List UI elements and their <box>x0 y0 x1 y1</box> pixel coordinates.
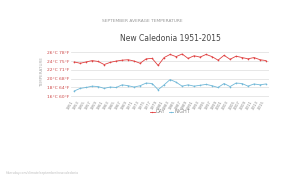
NIGHT <box>132 86 136 88</box>
NIGHT <box>103 87 106 89</box>
DAY <box>252 56 256 59</box>
DAY <box>180 53 184 55</box>
DAY <box>204 53 208 56</box>
DAY <box>210 56 214 58</box>
Line: NIGHT: NIGHT <box>73 79 267 92</box>
DAY <box>168 53 172 56</box>
NIGHT <box>91 85 94 87</box>
DAY <box>216 59 220 61</box>
DAY <box>72 61 76 63</box>
DAY <box>138 62 142 64</box>
NIGHT <box>162 84 166 86</box>
DAY <box>199 56 202 58</box>
DAY <box>151 57 154 59</box>
NIGHT <box>199 84 202 86</box>
NIGHT <box>85 86 88 88</box>
DAY <box>114 60 118 62</box>
NIGHT <box>108 86 112 88</box>
NIGHT <box>258 84 262 86</box>
NIGHT <box>120 84 124 86</box>
NIGHT <box>174 81 178 83</box>
DAY <box>258 59 262 61</box>
DAY <box>186 57 190 59</box>
DAY <box>156 64 160 67</box>
DAY <box>85 61 88 63</box>
DAY <box>103 64 106 66</box>
NIGHT <box>72 90 76 92</box>
NIGHT <box>222 82 226 85</box>
NIGHT <box>210 85 214 87</box>
NIGHT <box>114 86 118 88</box>
NIGHT <box>234 82 238 84</box>
NIGHT <box>126 85 130 87</box>
DAY <box>132 60 136 62</box>
DAY <box>240 56 244 59</box>
DAY <box>192 55 196 57</box>
Title: New Caledonia 1951-2015: New Caledonia 1951-2015 <box>120 35 221 44</box>
NIGHT <box>186 84 190 86</box>
DAY <box>246 58 250 60</box>
Y-axis label: TEMPERATURE: TEMPERATURE <box>41 57 45 87</box>
NIGHT <box>246 85 250 87</box>
DAY <box>97 60 100 62</box>
DAY <box>234 55 238 57</box>
NIGHT <box>192 85 196 87</box>
Text: SEPTEMBER AVERAGE TEMPERATURE: SEPTEMBER AVERAGE TEMPERATURE <box>102 19 182 23</box>
NIGHT <box>216 86 220 88</box>
NIGHT <box>78 87 82 89</box>
DAY <box>222 54 226 56</box>
Legend: DAY, NIGHT: DAY, NIGHT <box>148 107 193 116</box>
NIGHT <box>156 89 160 91</box>
NIGHT <box>97 85 100 88</box>
DAY <box>174 56 178 58</box>
NIGHT <box>228 85 232 88</box>
NIGHT <box>180 85 184 87</box>
NIGHT <box>204 83 208 85</box>
DAY <box>78 62 82 64</box>
NIGHT <box>145 82 148 84</box>
NIGHT <box>138 85 142 87</box>
DAY <box>145 58 148 60</box>
Line: DAY: DAY <box>73 53 267 66</box>
DAY <box>126 59 130 61</box>
NIGHT <box>168 78 172 81</box>
NIGHT <box>240 82 244 85</box>
DAY <box>108 61 112 63</box>
NIGHT <box>151 82 154 85</box>
DAY <box>91 59 94 62</box>
DAY <box>264 59 268 62</box>
DAY <box>228 58 232 60</box>
NIGHT <box>264 83 268 85</box>
DAY <box>162 56 166 59</box>
NIGHT <box>252 83 256 85</box>
DAY <box>120 59 124 61</box>
Text: hikersday.com/climate/september/newcaledonia: hikersday.com/climate/september/newcaled… <box>6 171 79 175</box>
